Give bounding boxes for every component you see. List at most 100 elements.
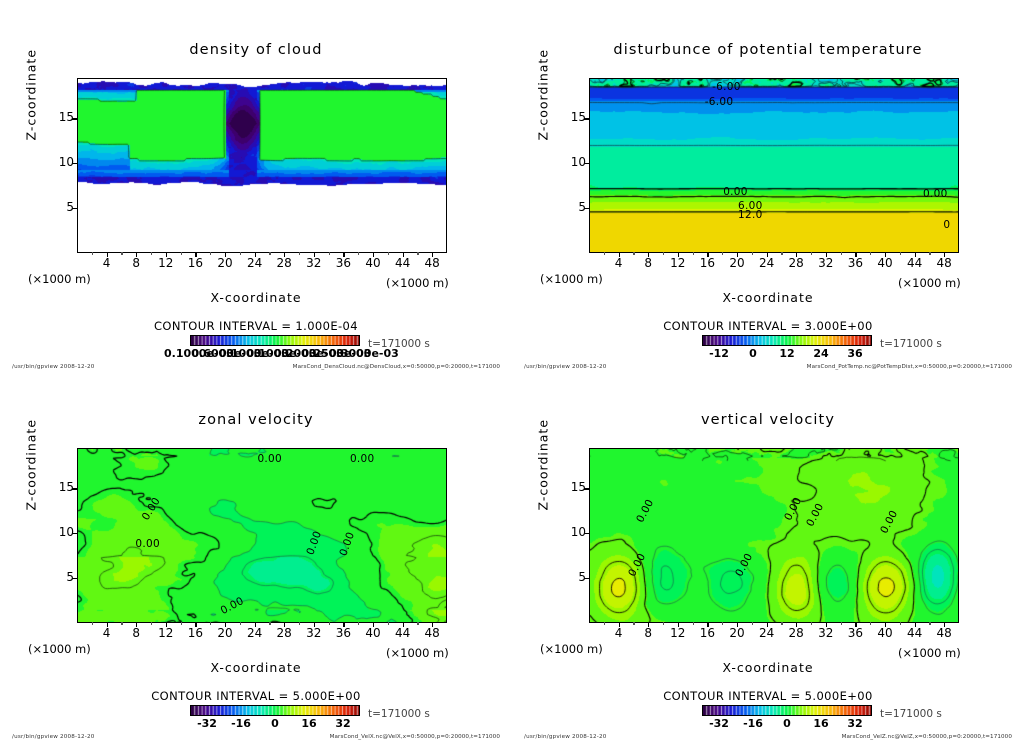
- page-title: vertical velocity: [700, 412, 836, 428]
- x-tick-mark-minor: [328, 622, 330, 625]
- x-tick-label: 32: [306, 256, 322, 270]
- y-axis-label: Z-coordinate: [23, 48, 39, 141]
- x-tick-label: 4: [614, 626, 623, 640]
- contour-label: 0.00: [257, 452, 283, 465]
- x-tick-mark: [914, 252, 916, 257]
- x-tick-label: 16: [699, 626, 716, 640]
- x-tick-mark: [402, 252, 404, 257]
- x-tick-mark: [796, 252, 798, 257]
- plot-area: 0.00 0.00 0.00 0.00 0.00 0.00 0.00: [77, 448, 447, 623]
- x-tick-mark-minor: [603, 622, 605, 625]
- x-tick-label: 28: [788, 256, 804, 270]
- x-tick-mark: [165, 622, 167, 627]
- x-tick-mark-minor: [899, 252, 901, 255]
- x-tick-label: 8: [132, 256, 140, 270]
- x-tick-label: 28: [788, 626, 804, 640]
- x-tick-mark-minor: [417, 622, 419, 625]
- y-tick-mark: [584, 533, 590, 535]
- x-tick-mark-minor: [387, 622, 389, 625]
- x-tick-mark: [225, 622, 227, 627]
- colorbar-tick-label: 0.2000e-03: [274, 347, 344, 360]
- x-tick-mark: [944, 252, 946, 257]
- y-tick-label: 10: [570, 155, 586, 170]
- x-tick-mark: [885, 622, 887, 627]
- x-tick-mark-minor: [781, 622, 783, 625]
- y-axis-label: Z-coordinate: [535, 48, 551, 141]
- x-tick-mark-minor: [151, 252, 153, 255]
- x-tick-label: 20: [217, 256, 233, 270]
- x-tick-label: 28: [276, 256, 292, 270]
- contour-label: 0.00: [135, 538, 160, 551]
- x-tick-mark: [432, 252, 434, 257]
- x-tick-label: 48: [936, 256, 952, 270]
- x-tick-mark: [737, 622, 739, 627]
- x-tick-mark-minor: [781, 252, 783, 255]
- x-tick-label: 16: [187, 256, 204, 270]
- x-tick-mark-minor: [751, 252, 753, 255]
- colorbar-tick-label: 16: [301, 717, 317, 730]
- colorbar-tick-label: -12: [709, 347, 729, 360]
- x-tick-mark: [165, 252, 167, 257]
- panel-density-of-cloud: density of cloud Z-coordinate 5 10 15 4 8 12…: [0, 0, 512, 370]
- y-tick-labels: 5 10 15: [44, 78, 74, 253]
- x-tick-label: 36: [847, 626, 864, 640]
- x-tick-label: 44: [394, 256, 411, 270]
- contour-interval-label: CONTOUR INTERVAL = 1.000E-04: [154, 319, 358, 333]
- panel-disturbunce-of-potential-temperature: disturbunce of potential temperature Z-c…: [512, 0, 1024, 370]
- y-unit-label: (×1000 m): [540, 272, 603, 286]
- colorbar-tick-label: 0.2500e-03: [301, 347, 372, 360]
- x-tick-mark-minor: [210, 252, 212, 255]
- footer-program: /usr/bin/gpview 2008-12-20: [524, 364, 607, 370]
- y-tick-mark: [72, 208, 78, 210]
- x-tick-mark: [373, 622, 375, 627]
- x-tick-mark-minor: [299, 622, 301, 625]
- y-tick-mark: [72, 118, 78, 120]
- contour-label: 0.00: [349, 452, 375, 465]
- y-tick-mark: [72, 163, 78, 165]
- x-unit-label: (×1000 m): [386, 646, 449, 660]
- colorbar-tick-label: 32: [847, 717, 863, 730]
- x-tick-label: 12: [158, 256, 174, 270]
- x-tick-mark-minor: [239, 622, 241, 625]
- x-unit-label: (×1000 m): [386, 276, 449, 290]
- x-tick-mark-minor: [121, 252, 123, 255]
- x-tick-mark-minor: [840, 622, 842, 625]
- x-tick-mark-minor: [417, 252, 419, 255]
- y-tick-label: 10: [570, 525, 586, 540]
- x-tick-label: 4: [102, 626, 111, 640]
- x-tick-mark-minor: [269, 622, 271, 625]
- contour-label: 0.00: [723, 185, 748, 198]
- colorbar-tick-label: 0: [783, 717, 791, 730]
- footer-program: /usr/bin/gpview 2008-12-20: [12, 364, 95, 370]
- timestamp: t=171000 s: [880, 708, 942, 720]
- x-tick-label: 32: [306, 626, 322, 640]
- x-tick-label: 12: [670, 256, 686, 270]
- y-unit-label: (×1000 m): [540, 642, 603, 656]
- x-tick-mark: [885, 252, 887, 257]
- y-tick-label: 15: [58, 110, 74, 125]
- contour-label: 12.0: [738, 208, 763, 221]
- x-tick-labels: 4 8 12 16 20 24 28 32 36 40 44 48: [77, 622, 447, 642]
- colorbar-tick-label: 16: [813, 717, 829, 730]
- page-title: density of cloud: [189, 42, 323, 58]
- x-tick-mark-minor: [358, 252, 360, 255]
- x-tick-label: 8: [132, 626, 140, 640]
- colorbar-tick-label: 0.6000e-03: [191, 347, 262, 360]
- x-tick-label: 20: [729, 626, 745, 640]
- colorbar-tick-label: 12: [779, 347, 795, 360]
- colorbar: [702, 705, 872, 716]
- x-tick-mark-minor: [722, 252, 724, 255]
- x-tick-mark-minor: [870, 622, 872, 625]
- colorbar-tick-label: 36: [847, 347, 863, 360]
- x-tick-mark: [707, 252, 709, 257]
- x-tick-label: 48: [936, 626, 952, 640]
- footer-source: MarsCond_VelX.nc@VelX,x=0:50000,p=0:2000…: [329, 734, 500, 740]
- x-tick-label: 40: [365, 626, 381, 640]
- x-tick-labels: 4 8 12 16 20 24 28 32 36 40 44 48: [77, 252, 447, 272]
- y-tick-labels: 5 10 15: [44, 448, 74, 623]
- x-unit-label: (×1000 m): [898, 646, 961, 660]
- x-tick-mark: [106, 252, 108, 257]
- y-tick-label: 10: [58, 155, 74, 170]
- x-tick-mark: [343, 252, 345, 257]
- x-tick-mark-minor: [692, 252, 694, 255]
